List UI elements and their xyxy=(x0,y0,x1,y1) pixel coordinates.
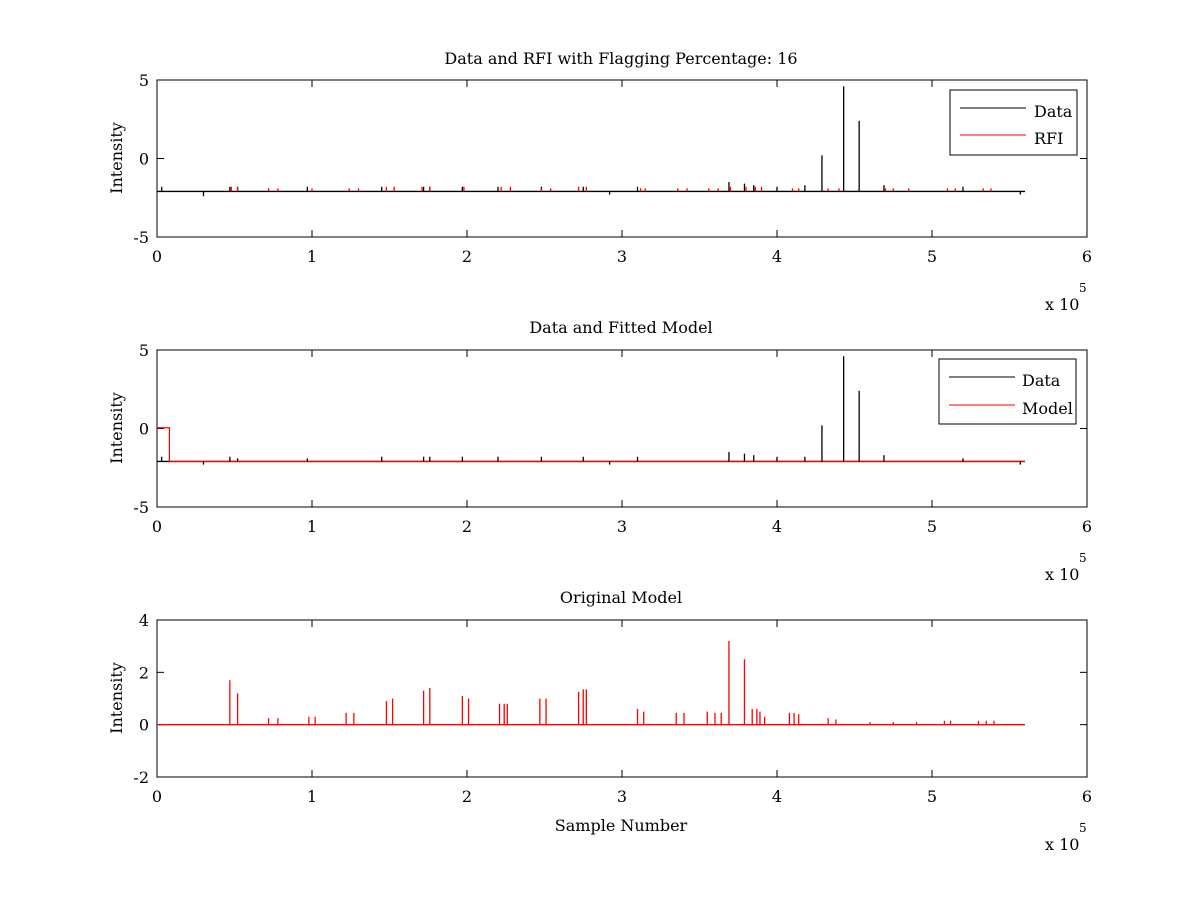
subplot-2-ytick-label: -5 xyxy=(133,498,149,517)
subplot-1-xtick-label: 1 xyxy=(307,247,317,266)
subplot-2-x-multiplier: x 10 xyxy=(1045,565,1079,584)
subplot-2: Data and Fitted Model Intensity 0 1 2 3 4 5 6 -… xyxy=(107,318,1092,584)
subplot-1-xtick-label: 0 xyxy=(152,247,162,266)
subplot-3-xtick-label: 2 xyxy=(462,787,472,806)
subplot-2-ylabel: Intensity xyxy=(107,392,126,464)
subplot-3-ytick-label: 2 xyxy=(139,663,149,682)
subplot-2-plot-area: 0 1 2 3 4 5 6-505 xyxy=(133,341,1092,536)
subplot-1-plot-area: 0 1 2 3 4 5 6-505 xyxy=(133,71,1092,266)
subplot-1-legend-label-data: Data xyxy=(1034,102,1073,121)
subplot-3-xtick-label: 6 xyxy=(1082,787,1092,806)
subplot-2-ytick-label: 0 xyxy=(139,420,149,439)
subplot-2-series-model-line xyxy=(157,427,1025,463)
subplot-1-xtick-label: 3 xyxy=(617,247,627,266)
subplot-3-title: Original Model xyxy=(560,588,682,607)
subplot-3-ytick-label: 4 xyxy=(139,611,149,630)
subplot-2-xtick-label: 2 xyxy=(462,517,472,536)
subplot-2-xtick-label: 0 xyxy=(152,517,162,536)
subplot-2-legend-label-model: Model xyxy=(1022,399,1073,418)
subplot-1-x-multiplier-exponent: 5 xyxy=(1079,281,1087,295)
subplot-3-x-multiplier: x 10 xyxy=(1045,835,1079,854)
subplot-1-xtick-label: 4 xyxy=(772,247,782,266)
subplot-1-ylabel: Intensity xyxy=(107,122,126,194)
subplot-2-xtick-label: 4 xyxy=(772,517,782,536)
subplot-2-x-multiplier-exponent: 5 xyxy=(1079,551,1087,565)
subplot-1-x-multiplier: x 10 xyxy=(1045,295,1079,314)
subplot-3-ylabel: Intensity xyxy=(107,662,126,734)
subplot-1-ytick-label: -5 xyxy=(133,228,149,247)
subplot-1-legend: Data RFI xyxy=(949,89,1078,156)
subplot-2-legend-box xyxy=(938,358,1077,425)
subplot-1-ytick-label: 5 xyxy=(139,71,149,90)
subplot-1-xtick-label: 5 xyxy=(927,247,937,266)
subplot-3-xtick-label: 1 xyxy=(307,787,317,806)
subplot-2-title: Data and Fitted Model xyxy=(529,318,712,337)
subplot-2-xtick-label: 1 xyxy=(307,517,317,536)
subplot-3-xlabel: Sample Number xyxy=(555,816,688,835)
subplot-3-ytick-label: -2 xyxy=(133,768,149,787)
subplot-3-x-multiplier-exponent: 5 xyxy=(1079,821,1087,835)
subplot-1-xtick-label: 2 xyxy=(462,247,472,266)
subplot-1-legend-box xyxy=(949,89,1078,156)
subplot-2-xtick-label: 6 xyxy=(1082,517,1092,536)
subplot-1-ytick-label: 0 xyxy=(139,150,149,169)
subplot-2-ytick-label: 5 xyxy=(139,341,149,360)
subplot-2-xtick-label: 3 xyxy=(617,517,627,536)
subplot-1-legend-label-rfi: RFI xyxy=(1034,129,1063,148)
subplot-1-xtick-label: 6 xyxy=(1082,247,1092,266)
subplot-3-xtick-label: 5 xyxy=(927,787,937,806)
subplot-2-xtick-label: 5 xyxy=(927,517,937,536)
subplot-1-title: Data and RFI with Flagging Percentage: 1… xyxy=(444,49,797,68)
subplot-3-ytick-label: 0 xyxy=(139,716,149,735)
subplot-3-xtick-label: 4 xyxy=(772,787,782,806)
subplot-2-legend: Data Model xyxy=(938,358,1077,425)
subplot-2-legend-label-data: Data xyxy=(1022,371,1061,390)
subplot-1: Data and RFI with Flagging Percentage: 1… xyxy=(107,49,1092,314)
subplot-3-xtick-label: 0 xyxy=(152,787,162,806)
subplot-3-xtick-label: 3 xyxy=(617,787,627,806)
